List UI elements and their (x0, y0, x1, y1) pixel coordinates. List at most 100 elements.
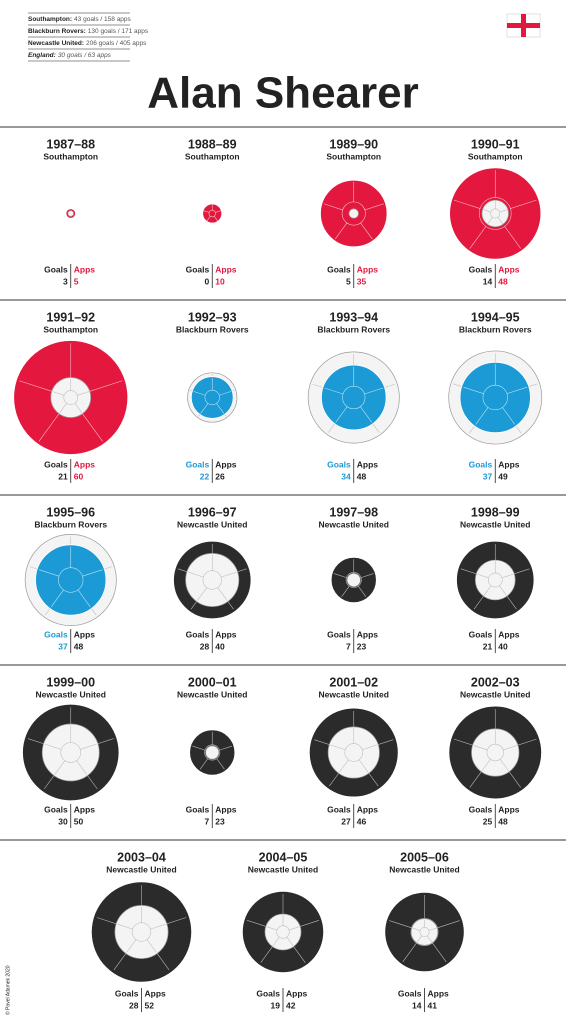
club: Southampton (468, 151, 523, 161)
goals-label: Goals (186, 629, 210, 639)
apps-label: Apps (215, 804, 237, 814)
apps-label: Apps (74, 459, 96, 469)
apps-value: 46 (357, 816, 367, 826)
apps-circle-seam (432, 942, 447, 963)
apps-label: Apps (357, 264, 379, 274)
credit: © Pavel Adamek 2020 (4, 965, 11, 1015)
apps-circle-seam (358, 586, 367, 597)
summary-text: 130 goals / 171 apps (88, 28, 149, 35)
club: Newcastle United (248, 864, 318, 874)
goals-value: 3 (63, 276, 68, 286)
goals-circle-seam (216, 403, 225, 414)
apps-label: Apps (498, 459, 520, 469)
goals-circle (191, 376, 234, 419)
season: 2004–05 (259, 850, 308, 864)
goals-circle-seam (358, 759, 369, 773)
goals-label: Goals (115, 988, 139, 998)
apps-label: Apps (215, 264, 237, 274)
goals-circle-seam (463, 386, 484, 394)
apps-value: 40 (498, 641, 508, 651)
goals-value: 27 (341, 816, 351, 826)
goals-label: Goals (186, 804, 210, 814)
apps-label: Apps (357, 459, 379, 469)
club: Newcastle United (106, 864, 176, 874)
goals-circle-seam (59, 402, 67, 414)
club: Blackburn Rovers (34, 519, 107, 529)
season: 2003–04 (117, 850, 166, 864)
club: Southampton (43, 151, 98, 161)
apps-value: 26 (215, 471, 225, 481)
season: 1998–99 (471, 505, 520, 519)
apps-value: 49 (498, 471, 508, 481)
season: 1989–90 (329, 137, 378, 151)
goals-circle-seam (126, 939, 137, 953)
goals-circle-seam (146, 939, 157, 953)
apps-circle-seam (219, 745, 233, 751)
goals-circle-seam (77, 391, 89, 396)
club: Newcastle United (389, 864, 459, 874)
goals-circle-seam (54, 760, 66, 775)
apps-circle-seam (89, 380, 123, 392)
goals-circle-seam (503, 745, 517, 751)
goals-circle-seam (499, 209, 508, 213)
apps-value: 48 (357, 471, 367, 481)
goals-circle-seam (499, 585, 507, 596)
apps-value: 41 (428, 1000, 438, 1010)
apps-value: 10 (215, 276, 225, 286)
goals-circle-seam (483, 209, 491, 213)
goals-circle-seam (80, 743, 97, 750)
apps-value: 23 (357, 641, 367, 651)
goals-label: Goals (469, 459, 493, 469)
apps-circle-seam (341, 586, 350, 597)
goals-circle (205, 745, 220, 760)
apps-circle-seam (334, 222, 348, 240)
goals-value: 25 (483, 816, 493, 826)
apps-label: Apps (74, 629, 96, 639)
goals-label: Goals (44, 459, 68, 469)
goals-circle (35, 544, 107, 616)
apps-value: 60 (74, 471, 84, 481)
season: 1988–89 (188, 137, 237, 151)
apps-value: 40 (215, 641, 225, 651)
goals-circle-seam (501, 573, 514, 579)
apps-circle-seam (364, 203, 384, 211)
goals-circle-seam (483, 585, 492, 596)
goals-circle-seam (288, 926, 300, 931)
goals-value: 37 (483, 471, 493, 481)
club: Newcastle United (319, 689, 389, 699)
goals-label: Goals (44, 264, 68, 274)
chart-title: Alan Shearer (147, 69, 418, 118)
goals-circle-seam (330, 744, 346, 751)
goals-circle (67, 210, 74, 217)
goals-label: Goals (469, 629, 493, 639)
apps-value: 48 (498, 816, 508, 826)
goals-circle (321, 364, 387, 431)
apps-circle-seam (323, 203, 343, 211)
apps-value: 5 (74, 276, 79, 286)
goals-circle (471, 728, 520, 777)
goals-value: 21 (58, 471, 68, 481)
apps-label: Apps (498, 629, 520, 639)
goals-circle-seam (117, 923, 133, 930)
goals-value: 22 (200, 471, 210, 481)
apps-circle-seam (389, 920, 412, 929)
goals-value: 37 (58, 641, 68, 651)
goals-circle (410, 918, 439, 946)
goals-circle (459, 362, 531, 434)
goals-circle-seam (188, 571, 204, 578)
goals-circle-seam (473, 745, 488, 751)
goals-circle-seam (52, 391, 65, 396)
apps-label: Apps (428, 988, 450, 998)
apps-label: Apps (74, 804, 96, 814)
apps-circle-seam (402, 942, 417, 963)
apps-circle (202, 203, 223, 224)
apps-value: 42 (286, 1000, 296, 1010)
goals-value: 19 (271, 1000, 281, 1010)
summary-club: Newcastle United: (28, 40, 84, 47)
goals-circle (327, 726, 380, 779)
club: Newcastle United (460, 519, 530, 529)
season: 1987–88 (46, 137, 95, 151)
season: 1997–98 (329, 505, 378, 519)
club: Southampton (43, 324, 98, 334)
apps-label: Apps (145, 988, 167, 998)
